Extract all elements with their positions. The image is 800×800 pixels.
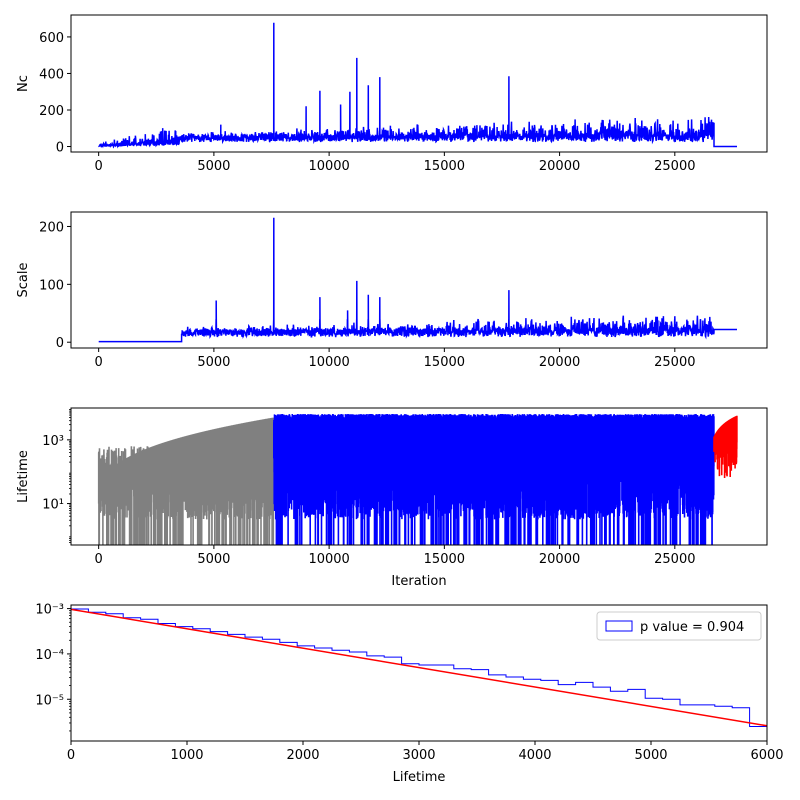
series-red: [713, 415, 738, 478]
y-tick-label: 10⁻⁴: [35, 648, 64, 663]
x-tick-label: 5000: [634, 748, 667, 763]
y-tick-label: 10⁻⁵: [35, 693, 64, 708]
y-axis-title: Scale: [16, 263, 31, 298]
plot-frame-1: [70, 211, 768, 349]
x-tick-label: 5000: [197, 159, 230, 174]
fit-line: [71, 608, 767, 727]
panel-nc: 0 5000 10000 15000 20000 25000 0 200 400 600 Nc: [16, 14, 768, 174]
x-tick-label: 0: [95, 355, 103, 370]
series-blue: [273, 414, 715, 545]
y-tick-label: 10³: [42, 434, 64, 449]
x-tick-label: 20000: [539, 552, 580, 567]
x-tick-label: 1000: [170, 748, 203, 763]
histogram-step: [71, 608, 767, 741]
legend-label: p value = 0.904: [640, 620, 744, 635]
series-line: [98, 217, 737, 343]
lifetime-plot-area: [97, 414, 738, 545]
panel-scale: 0 5000 10000 15000 20000 25000 0 100 200 Scale: [16, 211, 768, 370]
x-axis-title: Iteration: [391, 574, 446, 589]
y-tick-label: 400: [39, 67, 64, 82]
legend: p value = 0.904: [596, 611, 762, 641]
x-tick-label: 0: [67, 748, 75, 763]
x-tick-label: 10000: [308, 552, 349, 567]
x-tick-label: 25000: [654, 159, 695, 174]
y-tick-label: 10⁻³: [35, 603, 64, 618]
x-tick-label: 0: [95, 552, 103, 567]
x-tick-label: 2000: [286, 748, 319, 763]
series-gray: [97, 417, 275, 545]
x-tick-label: 4000: [518, 748, 551, 763]
panel-lifetime: 0 5000 10000 15000 20000 25000 10¹ 10³ Lifetime I…: [16, 407, 768, 589]
x-tick-label: 20000: [539, 159, 580, 174]
x-tick-label: 0: [95, 159, 103, 174]
x-tick-label: 6000: [750, 748, 783, 763]
x-tick-label: 10000: [308, 159, 349, 174]
y-axis-title: Lifetime: [16, 450, 31, 503]
y-tick-label: 10¹: [42, 498, 64, 513]
y-tick-label: 100: [39, 278, 64, 293]
x-tick-label: 3000: [402, 748, 435, 763]
x-tick-label: 25000: [654, 552, 695, 567]
x-tick-label: 5000: [197, 355, 230, 370]
x-tick-label: 25000: [654, 355, 695, 370]
plot-frame-0: [70, 14, 768, 153]
y-tick-label: 0: [56, 336, 64, 351]
y-axis-title: Nc: [16, 75, 31, 92]
x-tick-label: 20000: [539, 355, 580, 370]
x-tick-label: 15000: [424, 159, 465, 174]
y-tick-label: 600: [39, 31, 64, 46]
panel-histogram: 0 1000 2000 3000 4000 5000 6000 10⁻⁵ 10⁻⁴ 10⁻³ Lif…: [35, 603, 783, 785]
histogram-plot-area: [71, 608, 767, 741]
y-tick-label: 0: [56, 141, 64, 156]
y-tick-label: 200: [39, 104, 64, 119]
x-tick-label: 5000: [197, 552, 230, 567]
y-tick-label: 200: [39, 220, 64, 235]
legend-swatch: [605, 620, 633, 632]
x-axis-title: Lifetime: [393, 770, 446, 785]
x-tick-label: 15000: [424, 355, 465, 370]
legend-box: [596, 611, 762, 641]
x-tick-label: 10000: [308, 355, 349, 370]
x-tick-label: 15000: [424, 552, 465, 567]
series-line: [98, 22, 737, 149]
